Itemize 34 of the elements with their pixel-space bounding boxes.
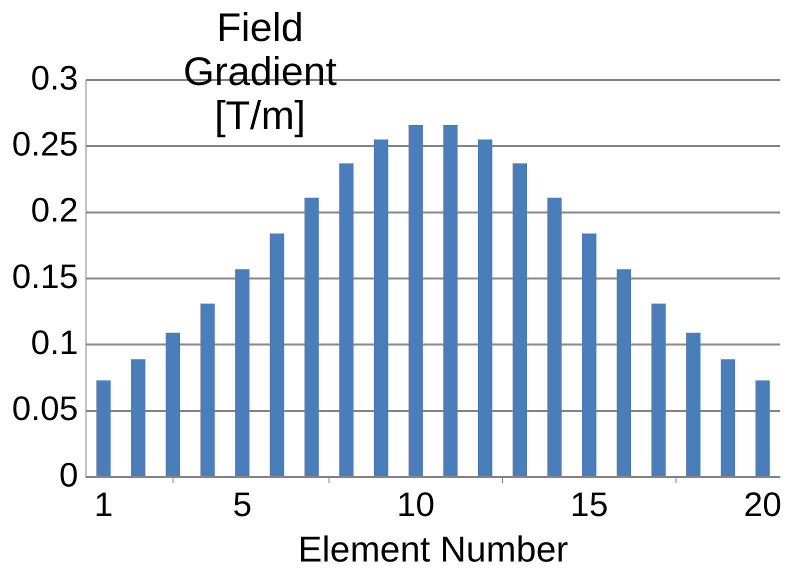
bar [756,380,770,476]
bar [443,124,458,476]
bar [720,359,736,476]
bar [547,198,562,476]
bar [304,198,319,476]
y-axis-title: Field Gradient [T/m] [182,6,338,138]
bar [270,234,284,476]
x-axis-title: Element Number [298,528,568,570]
x-tick-label: 10 [396,486,435,524]
bar [478,140,492,476]
bar [131,359,146,476]
x-tick-label: 1 [94,486,113,524]
y-tick-label: 0.05 [12,390,78,428]
bar [339,163,354,476]
y-tick-label: 0.1 [30,324,78,362]
bar [166,332,180,476]
bar [235,269,250,476]
x-tick-label: 20 [744,486,782,524]
y-tick-label: 0.25 [12,126,78,164]
bar [512,163,527,476]
bar [616,269,632,476]
bar [582,234,596,476]
x-tick-label: 15 [570,486,608,524]
bar [408,124,423,476]
bar [686,332,700,476]
bar [96,380,111,476]
y-tick-label: 0 [59,456,78,494]
bar [374,140,388,476]
x-tick-label: 5 [232,486,252,524]
y-tick-label: 0.2 [30,192,78,230]
bar [651,304,666,476]
y-tick-label: 0.3 [30,59,78,98]
y-tick-label: 0.15 [12,258,78,296]
bar [200,304,215,476]
